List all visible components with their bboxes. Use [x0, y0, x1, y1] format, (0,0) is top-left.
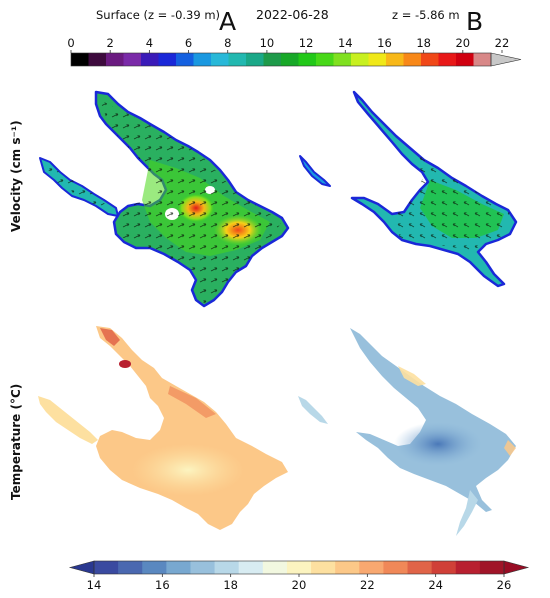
- lake-temperature-surface: [96, 326, 288, 530]
- velocity-colorbar: [70, 52, 522, 67]
- warm-shore-streak: [168, 386, 216, 418]
- temperature-tick-label: 24: [428, 578, 443, 592]
- velocity-colorbar-segment: [333, 53, 352, 66]
- lake-temperature-deep-west: [298, 396, 328, 424]
- temperature-tick-label: 22: [360, 578, 375, 592]
- lake-temperature-deep: [350, 328, 516, 512]
- panel-b-letter: B: [466, 7, 483, 36]
- temperature-tick-label: 18: [223, 578, 238, 592]
- cool-core: [132, 444, 244, 496]
- velocity-colorbar-frame: [70, 52, 492, 67]
- temperature-colorbar: [68, 560, 530, 575]
- velocity-tick-label: 2: [107, 36, 114, 50]
- velocity-colorbar-segment: [298, 53, 317, 66]
- temperature-colorbar-segment: [118, 561, 143, 574]
- velocity-tick-label: 10: [260, 36, 275, 50]
- temperature-tick-label: 14: [87, 578, 102, 592]
- temperature-colorbar-segment: [407, 561, 433, 574]
- temperature-colorbar-extend-low: [68, 560, 95, 575]
- velocity-tick-label: 4: [146, 36, 153, 50]
- map-b-temperature: [298, 328, 516, 536]
- velocity-tick-label: 0: [67, 36, 74, 50]
- temperature-colorbar-extend-high: [503, 560, 530, 575]
- velocity-colorbar-segment: [106, 53, 124, 66]
- velocity-row-label: Velocity (cm s⁻¹): [9, 120, 23, 232]
- date-label: 2022-06-28: [256, 7, 329, 22]
- velocity-colorbar-segment: [351, 53, 369, 66]
- temperature-colorbar-segment: [431, 561, 457, 574]
- temperature-colorbar-segment: [166, 561, 191, 574]
- warm-north-edge: [100, 328, 120, 346]
- temperature-colorbar-ticks: 14 16 18 20 22 24 26: [87, 574, 512, 592]
- velocity-tick-label: 22: [495, 36, 510, 50]
- temperature-colorbar-segment: [286, 561, 312, 574]
- panel-a-letter: A: [219, 7, 236, 36]
- temperature-tick-label: 16: [155, 578, 170, 592]
- velocity-tick-label: 6: [185, 36, 192, 50]
- velocity-colorbar-segment: [438, 53, 457, 66]
- temperature-colorbar-segment: [383, 561, 408, 574]
- velocity-colorbar-segment: [386, 53, 404, 66]
- velocity-colorbar-segment: [88, 53, 107, 66]
- temperature-colorbar-segment: [94, 561, 119, 574]
- map-b-velocity: [299, 90, 518, 288]
- temperature-colorbar-segment: [238, 561, 264, 574]
- map-a-velocity: [39, 90, 290, 308]
- warm-upper-shore: [398, 366, 426, 386]
- velocity-colorbar-segment: [141, 53, 159, 66]
- temperature-colorbar-segment: [479, 561, 505, 574]
- lake-temperature-west-arm: [38, 396, 98, 444]
- surface-depth-label: Surface (z = -0.39 m): [96, 8, 220, 22]
- velocity-tick-label: 12: [299, 36, 314, 50]
- velocity-colorbar-segment: [421, 53, 439, 66]
- temperature-tick-label: 26: [497, 578, 512, 592]
- temperature-row-label: Temperature (°C): [9, 384, 23, 500]
- warm-north-tip: [119, 360, 131, 368]
- deep-depth-label: z = -5.86 m: [392, 8, 460, 22]
- temperature-colorbar-segment: [262, 561, 288, 574]
- velocity-colorbar-segment: [246, 53, 264, 66]
- velocity-colorbar-segment: [263, 53, 282, 66]
- velocity-colorbar-segment: [473, 53, 492, 66]
- lake-temperature-deep-south-tail: [456, 490, 478, 536]
- velocity-tick-label: 18: [416, 36, 431, 50]
- temperature-colorbar-segment: [335, 561, 360, 574]
- warm-east-shore: [504, 440, 516, 456]
- velocity-colorbar-segment: [211, 53, 229, 66]
- temperature-colorbar-segment: [214, 561, 240, 574]
- velocity-tick-label: 8: [224, 36, 231, 50]
- velocity-colorbar-segment: [281, 53, 299, 66]
- cold-core: [394, 422, 482, 466]
- velocity-colorbar-segment: [158, 53, 177, 66]
- temperature-colorbar-segment: [359, 561, 384, 574]
- velocity-colorbar-extend-arrow: [490, 52, 522, 67]
- velocity-colorbar-ticks: 0 2 4 6 8 10 12 14 16 18 20 22: [67, 36, 509, 53]
- temperature-colorbar-segment: [190, 561, 215, 574]
- velocity-colorbar-segment: [176, 53, 194, 66]
- velocity-colorbar-segment: [123, 53, 142, 66]
- velocity-colorbar-segment: [368, 53, 387, 66]
- velocity-vector-field: [44, 100, 282, 304]
- velocity-colorbar-segment: [228, 53, 247, 66]
- lake-velocity-deep-west: [299, 155, 331, 187]
- velocity-colorbar-segment: [193, 53, 212, 66]
- velocity-tick-label: 14: [338, 36, 353, 50]
- temperature-tick-label: 20: [292, 578, 307, 592]
- temperature-colorbar-segment: [311, 561, 336, 574]
- temperature-colorbar-segment: [142, 561, 167, 574]
- velocity-colorbar-segment: [316, 53, 334, 66]
- velocity-tick-label: 16: [377, 36, 392, 50]
- map-a-temperature: [38, 326, 288, 530]
- velocity-vector-field-deep: [392, 150, 510, 250]
- velocity-colorbar-segment: [71, 53, 89, 66]
- velocity-colorbar-segment: [403, 53, 422, 66]
- velocity-colorbar-segment: [456, 53, 474, 66]
- velocity-tick-label: 20: [455, 36, 470, 50]
- temperature-colorbar-segment: [455, 561, 481, 574]
